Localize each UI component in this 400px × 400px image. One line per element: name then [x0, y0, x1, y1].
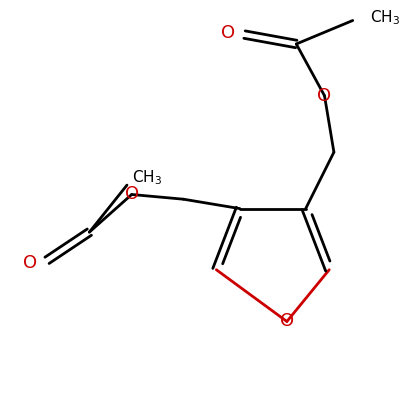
Text: O: O — [220, 24, 235, 42]
Text: CH$_3$: CH$_3$ — [132, 168, 162, 187]
Text: O: O — [280, 312, 294, 330]
Text: O: O — [23, 254, 37, 272]
Text: CH$_3$: CH$_3$ — [370, 8, 400, 27]
Text: O: O — [318, 87, 332, 105]
Text: O: O — [125, 186, 139, 204]
